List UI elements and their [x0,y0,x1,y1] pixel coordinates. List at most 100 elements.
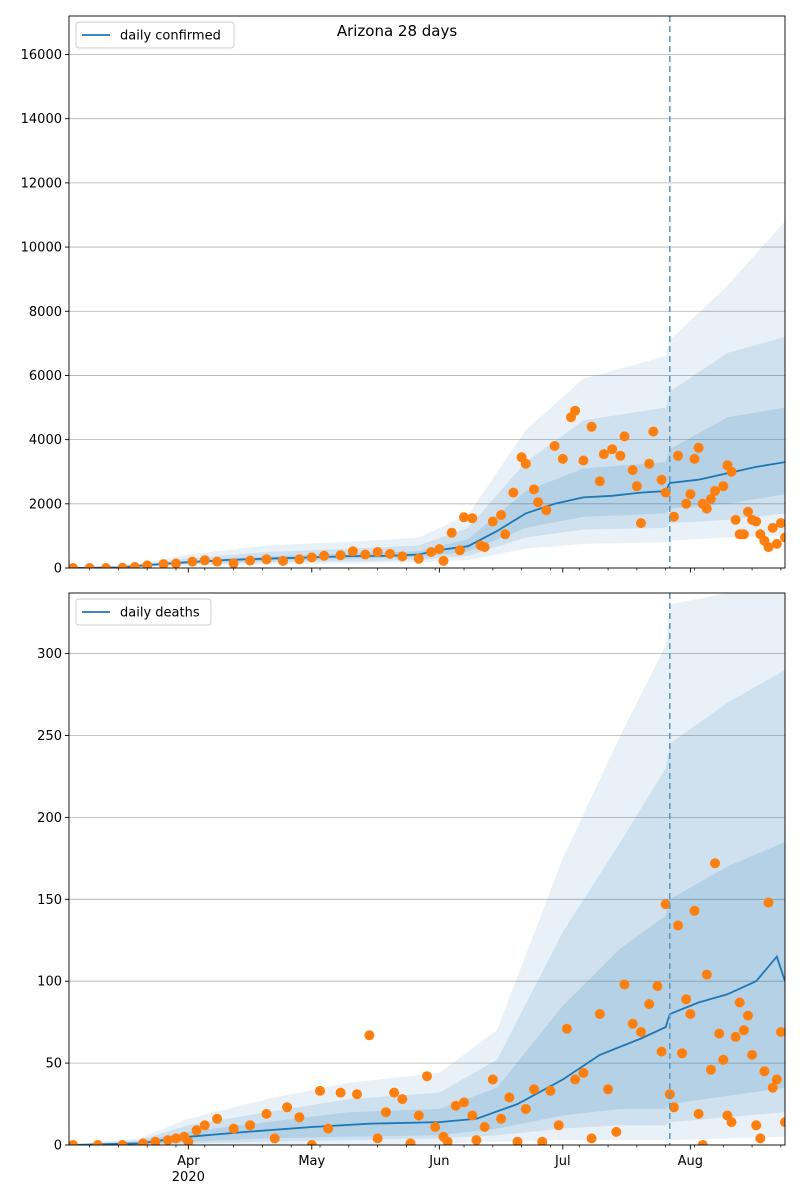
data-point [138,1138,149,1145]
data-point [364,1030,375,1041]
data-point [578,1067,589,1078]
data-point [607,444,618,455]
data-point [738,1025,749,1036]
data-point [315,1085,325,1096]
uncertainty-band-3 [69,407,785,568]
data-point [673,920,683,931]
data-point [397,1094,408,1105]
data-point [261,1108,272,1119]
x-tick-label: Jun [428,1154,449,1169]
data-point [718,481,729,492]
data-point [743,506,753,517]
data-point [294,1112,305,1123]
data-point [372,1133,383,1144]
y-tick-label: 2000 [29,497,62,512]
data-point [422,1071,432,1082]
data-point [549,441,560,451]
data-point [512,1136,523,1145]
data-point [187,556,198,567]
data-point [199,555,210,566]
data-point [763,897,774,908]
data-point [212,556,223,567]
legend: daily confirmed [75,21,235,49]
data-point [771,1074,782,1085]
data-point [718,1054,729,1065]
data-point [603,1084,614,1095]
data-point [586,421,597,432]
data-point [228,558,239,568]
uncertainty-band-2 [69,670,785,1145]
data-point [644,458,655,469]
y-tick-label: 14000 [21,112,62,127]
y-tick-label: 6000 [29,369,62,384]
x-tick-label: Aug [678,1154,703,1169]
data-point [660,899,671,910]
data-point [529,484,539,495]
data-point [656,474,667,485]
legend-label: daily deaths [120,606,200,621]
data-point [533,497,544,508]
x-tick-label: May [298,1154,325,1169]
data-point [191,1125,202,1136]
data-point [520,1104,531,1114]
y-tick-label: 4000 [29,433,62,448]
data-point [245,1120,256,1131]
y-tick-label: 0 [54,1139,62,1154]
data-point [697,1140,708,1145]
data-point [705,494,716,504]
data-point [459,1097,469,1108]
data-point [335,550,346,561]
y-tick-label: 16000 [21,48,62,63]
data-point [413,1110,424,1121]
data-point [183,1136,194,1145]
data-point [701,969,712,980]
data-point [446,527,457,538]
data-point [450,1100,461,1111]
data-point [541,505,552,516]
data-point [405,1138,416,1145]
y-tick-label: 200 [37,811,62,826]
data-point [734,997,745,1008]
data-point [479,542,490,553]
axes-frame [68,15,786,569]
data-point [668,511,679,522]
data-point [442,1136,453,1145]
data-point [537,1136,548,1145]
data-point [426,547,437,557]
data-point [142,560,153,568]
data-point [520,458,531,469]
data-point [689,453,700,464]
legend-box [75,598,212,626]
data-point [129,562,140,568]
legend: daily deaths [75,598,212,626]
data-point [282,1102,293,1113]
data-point [570,405,581,416]
data-point [92,1140,103,1145]
data-point [636,1027,646,1037]
data-point [360,549,371,560]
data-point [434,544,445,555]
data-point [627,465,638,476]
data-point [677,1048,688,1059]
data-point [306,1140,317,1145]
data-point [372,547,383,557]
data-point [557,453,568,464]
data-point [117,562,128,568]
data-point [380,1107,391,1118]
data-point [529,1084,539,1095]
data-point [471,1135,482,1145]
data-point [730,514,741,525]
data-point [775,518,785,529]
data-point [278,555,288,566]
data-point [84,563,95,568]
y-tick-label: 50 [45,1057,62,1072]
data-point [347,546,358,557]
data-point [656,1046,667,1057]
data-point [261,554,272,565]
data-point [294,554,305,565]
data-point [775,1027,785,1037]
data-point [689,905,700,916]
plot-area [69,221,785,568]
